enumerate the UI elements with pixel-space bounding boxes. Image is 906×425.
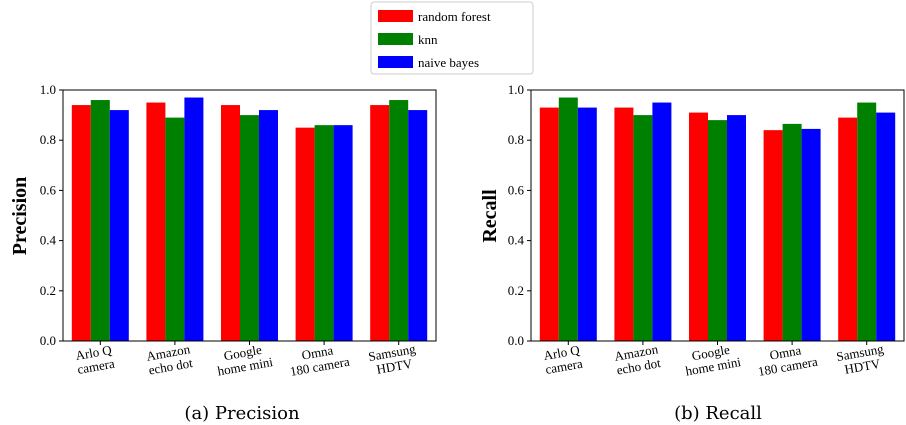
recall-x-tick-label-1: Amazonecho dot — [613, 341, 662, 377]
recall-bar-naive-bayes-4 — [876, 112, 896, 341]
precision-x-tick-label-2-line-0: Google — [223, 342, 264, 363]
recall-bar-naive-bayes-2 — [727, 115, 746, 341]
precision-bar-naive-bayes-2 — [259, 110, 278, 341]
precision-y-axis-title: Precision — [9, 177, 31, 256]
precision-x-tick-label-0-line-0: Arlo Q — [74, 342, 113, 363]
precision-y-tick-label-4: 0.8 — [40, 132, 56, 147]
recall-bar-knn-1 — [633, 115, 653, 341]
precision-bar-knn-1 — [165, 117, 185, 341]
precision-x-tick-label-2: Googlehome mini — [214, 340, 275, 378]
recall-x-tick-label-3-line-0: Omna — [768, 342, 802, 362]
legend-swatch-knn — [378, 33, 413, 45]
recall-y-tick-label-5: 1.0 — [508, 82, 524, 97]
precision-y-tick-label-2: 0.4 — [40, 233, 57, 248]
recall-x-tick-label-3: Omna180 camera — [754, 340, 819, 379]
precision-x-tick-label-3-line-0: Omna — [300, 342, 334, 362]
precision-bar-knn-2 — [240, 115, 259, 341]
recall-bars — [539, 97, 896, 342]
precision-bar-knn-4 — [389, 100, 409, 341]
legend-label-naive-bayes: naive bayes — [418, 55, 479, 70]
recall-x-tick-label-4: SamsungHDTV — [835, 341, 887, 378]
legend-swatch-naive-bayes — [378, 56, 413, 68]
recall-bar-random-forest-0 — [539, 107, 559, 341]
legend-label-knn: knn — [418, 32, 438, 47]
recall-x-tick-label-0: Arlo Qcamera — [542, 342, 584, 377]
precision-bar-random-forest-2 — [221, 105, 240, 341]
legend: random forest knn naive bayes — [370, 1, 534, 75]
precision-x-tick-label-1: Amazonecho dot — [145, 341, 194, 377]
recall-bar-knn-2 — [708, 120, 727, 342]
precision-bar-naive-bayes-0 — [109, 110, 129, 341]
recall-bar-naive-bayes-3 — [801, 128, 821, 341]
precision-panel: 0.0 0.2 0.4 0.6 0.8 1.0 Arlo Qcamera Amazonech… — [9, 82, 437, 424]
recall-y-axis-title: Recall — [479, 189, 501, 243]
precision-bar-knn-3 — [314, 125, 334, 341]
precision-y-tick-label-0: 0.0 — [40, 333, 56, 348]
recall-x-ticks: Arlo Qcamera Amazonecho dot Googlehome min… — [542, 340, 887, 379]
precision-x-tick-label-0-line-1: camera — [76, 356, 116, 377]
precision-y-tick-label-3: 0.6 — [40, 182, 57, 197]
precision-x-tick-label-0: Arlo Qcamera — [74, 342, 116, 377]
precision-x-tick-label-4: SamsungHDTV — [367, 341, 419, 378]
recall-panel: 0.0 0.2 0.4 0.6 0.8 1.0 Arlo Qcamera Amazonech… — [479, 82, 905, 424]
legend-swatch-random-forest — [378, 10, 413, 22]
recall-caption: (b) Recall — [674, 403, 762, 424]
precision-bar-naive-bayes-3 — [333, 125, 353, 341]
precision-bar-naive-bayes-1 — [184, 97, 204, 341]
precision-x-ticks: Arlo Qcamera Amazonecho dot Googlehome min… — [74, 340, 419, 379]
precision-bars — [71, 97, 428, 342]
recall-x-tick-label-4-line-1: HDTV — [843, 356, 882, 377]
recall-bar-knn-0 — [558, 97, 578, 341]
precision-y-tick-label-1: 0.2 — [40, 283, 56, 298]
recall-bar-random-forest-3 — [763, 130, 783, 341]
recall-y-tick-label-2: 0.4 — [508, 233, 525, 248]
recall-bar-naive-bayes-0 — [577, 107, 597, 341]
recall-y-tick-label-3: 0.6 — [508, 182, 525, 197]
recall-x-tick-label-0-line-0: Arlo Q — [542, 342, 581, 363]
recall-x-tick-label-2-line-0: Google — [691, 342, 732, 363]
precision-x-tick-label-3: Omna180 camera — [286, 340, 351, 379]
precision-bar-random-forest-0 — [71, 105, 91, 341]
recall-y-tick-label-4: 0.8 — [508, 132, 524, 147]
precision-caption: (a) Precision — [184, 403, 300, 424]
recall-bar-random-forest-1 — [614, 107, 634, 341]
recall-bar-naive-bayes-1 — [652, 102, 672, 341]
precision-bar-random-forest-4 — [370, 105, 390, 341]
precision-bar-random-forest-1 — [146, 102, 166, 341]
precision-bar-naive-bayes-4 — [408, 110, 428, 341]
precision-bar-random-forest-3 — [295, 127, 315, 342]
recall-bar-knn-4 — [857, 102, 877, 341]
recall-y-tick-label-1: 0.2 — [508, 283, 524, 298]
legend-label-random-forest: random forest — [418, 9, 491, 24]
recall-bar-knn-3 — [782, 123, 802, 341]
recall-y-ticks: 0.0 0.2 0.4 0.6 0.8 1.0 — [508, 82, 531, 348]
precision-bar-knn-0 — [90, 100, 110, 341]
recall-bar-random-forest-2 — [689, 112, 708, 341]
recall-bar-random-forest-4 — [838, 117, 858, 341]
recall-y-tick-label-0: 0.0 — [508, 333, 524, 348]
precision-x-tick-label-4-line-1: HDTV — [375, 356, 414, 377]
precision-y-ticks: 0.0 0.2 0.4 0.6 0.8 1.0 — [40, 82, 63, 348]
recall-x-tick-label-0-line-1: camera — [544, 356, 584, 377]
recall-x-tick-label-2: Googlehome mini — [682, 340, 743, 378]
precision-y-tick-label-5: 1.0 — [40, 82, 56, 97]
